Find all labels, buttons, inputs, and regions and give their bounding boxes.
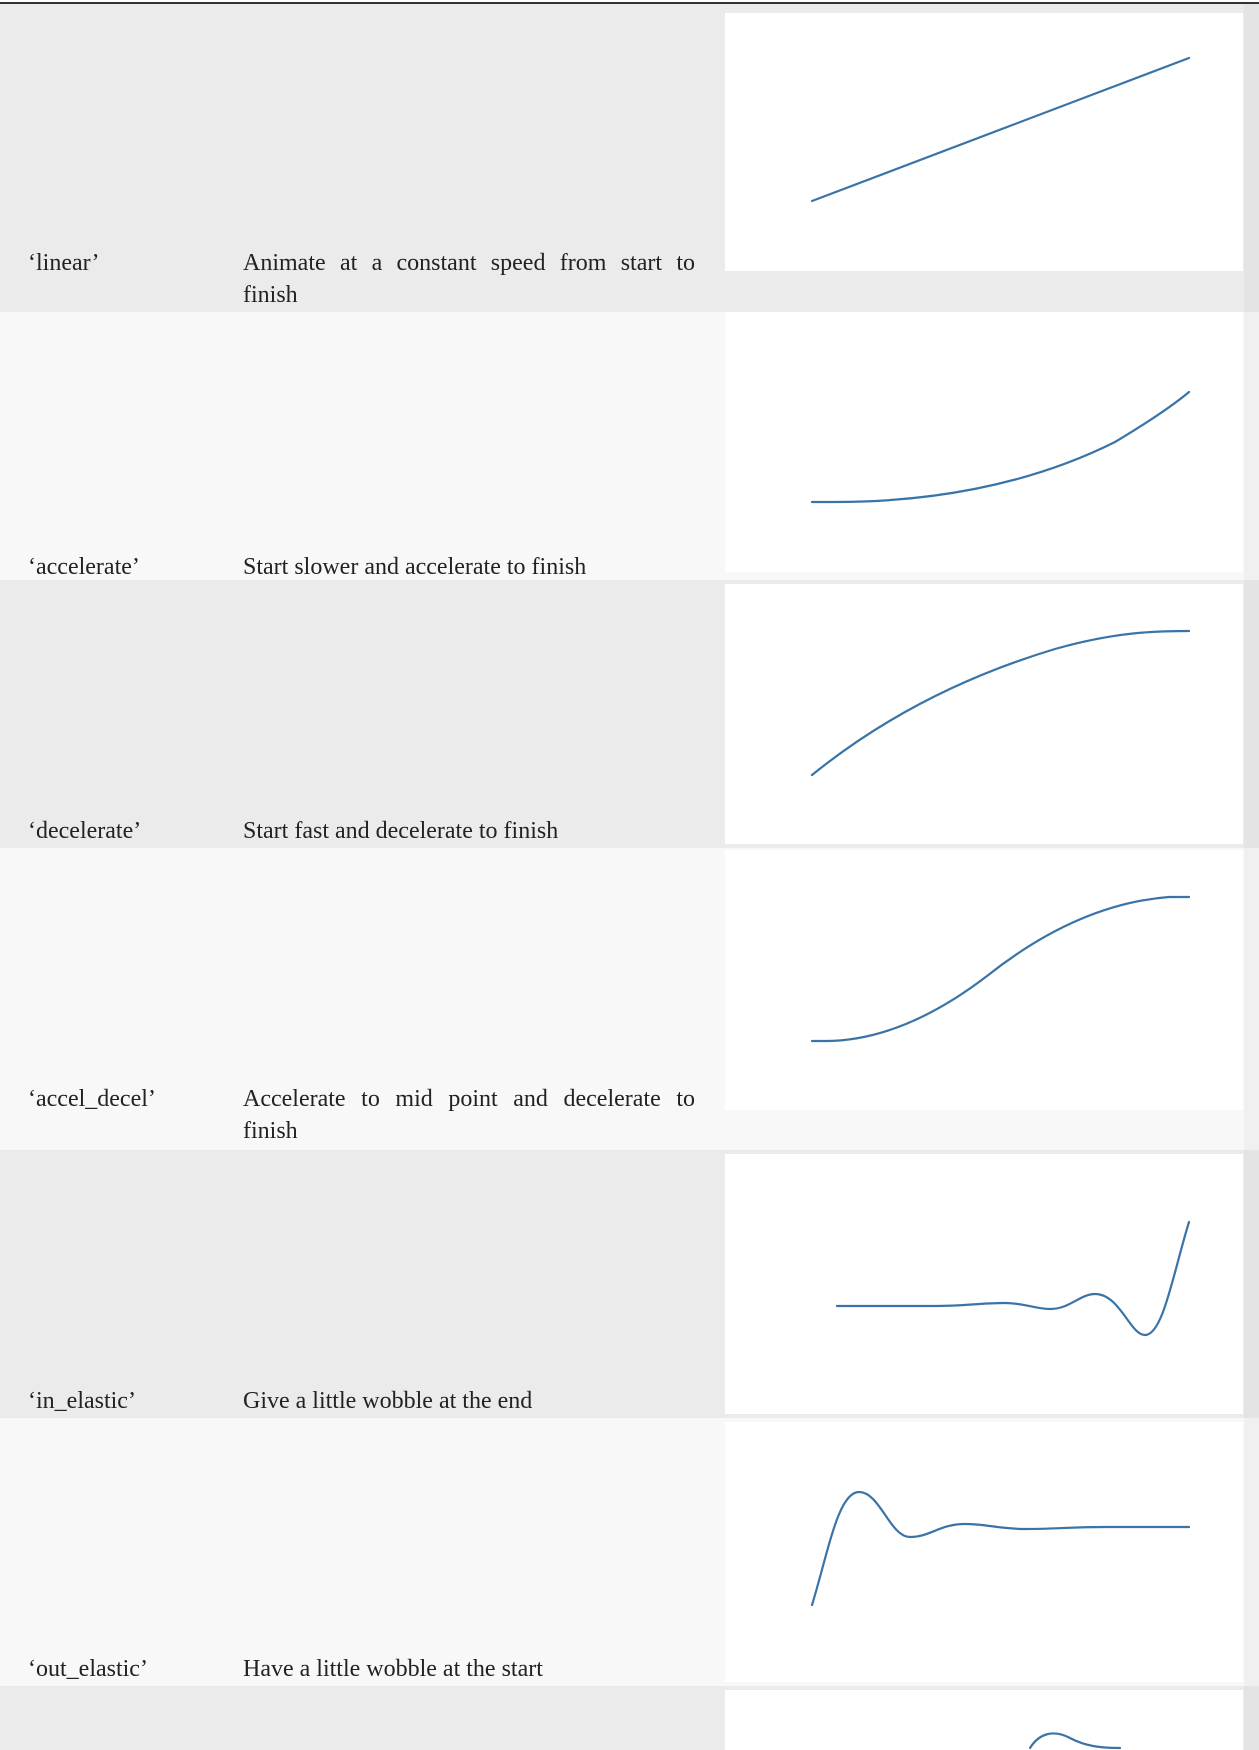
- easing-description: Give a little wobble at the end: [243, 1385, 695, 1417]
- easing-description: Accelerate to mid point and decelerate t…: [243, 1083, 695, 1147]
- accel-decel-curve-icon: [725, 850, 1243, 1110]
- easing-name: ‘decelerate’: [28, 815, 141, 847]
- linear-curve-icon: [725, 13, 1243, 271]
- easing-description: Start slower and accelerate to finish: [243, 551, 695, 580]
- plot-in-elastic: [725, 1154, 1243, 1414]
- in-elastic-curve: [837, 1222, 1189, 1335]
- table-row-partial: [0, 1686, 1259, 1750]
- easing-description: Start fast and decelerate to finish: [243, 815, 695, 847]
- table-row-decelerate: ‘decelerate’ Start fast and decelerate t…: [0, 580, 1259, 848]
- easing-name: ‘accelerate’: [28, 551, 140, 580]
- table-row-linear: ‘linear’ Animate at a constant speed fro…: [0, 4, 1259, 312]
- easing-description: Animate at a constant speed from start t…: [243, 247, 695, 311]
- scrollbar-track[interactable]: [1244, 4, 1259, 312]
- scrollbar-track[interactable]: [1244, 1418, 1259, 1686]
- easing-name: ‘accel_decel’: [28, 1083, 156, 1115]
- easing-description: Have a little wobble at the start: [243, 1653, 695, 1685]
- table-row-accelerate: ‘accelerate’ Start slower and accelerate…: [0, 312, 1259, 580]
- decelerate-curve-icon: [725, 584, 1243, 844]
- table-row-in-elastic: ‘in_elastic’ Give a little wobble at the…: [0, 1150, 1259, 1418]
- accelerate-curve-icon: [725, 312, 1243, 572]
- scrollbar-track[interactable]: [1244, 312, 1259, 580]
- table-row-out-elastic: ‘out_elastic’ Have a little wobble at th…: [0, 1418, 1259, 1686]
- accel-decel-curve: [812, 897, 1189, 1041]
- table-row-accel-decel: ‘accel_decel’ Accelerate to mid point an…: [0, 848, 1259, 1150]
- in-elastic-curve-icon: [725, 1154, 1243, 1414]
- easing-name: ‘linear’: [28, 247, 100, 279]
- out-elastic-curve: [812, 1492, 1189, 1605]
- scrollbar-track[interactable]: [1244, 1686, 1259, 1750]
- out-elastic-curve-icon: [725, 1422, 1243, 1682]
- plot-out-elastic: [725, 1422, 1243, 1682]
- scrollbar-track[interactable]: [1244, 580, 1259, 848]
- easing-name: ‘out_elastic’: [28, 1653, 148, 1685]
- scrollbar-track[interactable]: [1244, 1150, 1259, 1418]
- plot-accelerate: [725, 312, 1243, 572]
- accelerate-curve: [812, 392, 1189, 502]
- plot-linear: [725, 13, 1243, 271]
- plot-accel-decel: [725, 850, 1243, 1110]
- scrollbar-track[interactable]: [1244, 848, 1259, 1150]
- plot-decelerate: [725, 584, 1243, 844]
- plot-partial: [725, 1690, 1243, 1750]
- easing-name: ‘in_elastic’: [28, 1385, 136, 1417]
- partial-curve: [1030, 1733, 1120, 1748]
- partial-curve-icon: [725, 1690, 1243, 1750]
- decelerate-curve: [812, 631, 1189, 775]
- linear-curve: [812, 58, 1189, 201]
